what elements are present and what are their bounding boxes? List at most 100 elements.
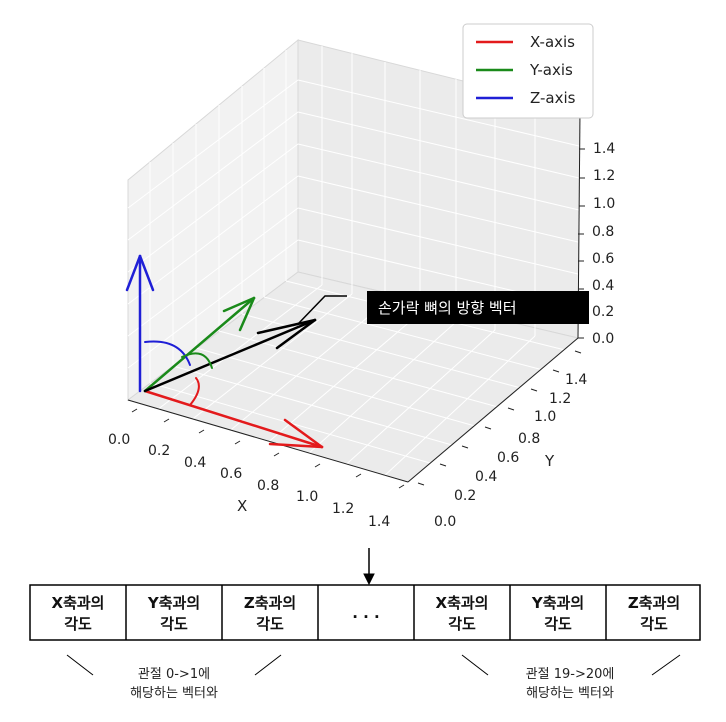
- callout: 손가락 뼈의 방향 벡터: [296, 291, 589, 326]
- y-tick-mark: [574, 350, 582, 354]
- grid-line: [381, 335, 536, 479]
- grid-line: [127, 79, 299, 209]
- x-tick-mark: [131, 408, 138, 413]
- x-axis-vector-head: [268, 442, 324, 449]
- y-axis-label: Y: [544, 452, 555, 470]
- grid-line: [127, 239, 299, 369]
- table-cell-line2: 각도: [256, 615, 284, 633]
- x-axis-line: [127, 399, 409, 483]
- y-axis-vector-head: [238, 296, 256, 332]
- grid-line: [127, 111, 299, 241]
- note-left-line1: 관절 0->1에: [138, 667, 210, 682]
- note-left-line2: 해당하는 벡터와: [130, 686, 218, 701]
- grid-lines: [127, 46, 580, 479]
- x-tick-mark: [273, 452, 280, 457]
- grid-line: [172, 365, 453, 446]
- bracket-line-left-b: [254, 654, 282, 676]
- angle-arc-x: [189, 377, 200, 406]
- grid-line: [339, 329, 496, 471]
- table-border: [29, 584, 701, 641]
- table-cell-line2: 각도: [640, 615, 668, 633]
- y-tick-mark: [484, 426, 492, 430]
- y-axis-line: [407, 337, 579, 483]
- y-tick-label: 0.6: [497, 450, 519, 466]
- z-tick-labels: 0.0 0.2 0.4 0.6 0.8 1.0 1.2 1.4: [592, 141, 615, 347]
- grid-line: [195, 347, 476, 427]
- x-tick-label: 0.4: [184, 455, 206, 471]
- grid-line: [297, 111, 580, 179]
- z-tick-label: 0.6: [592, 251, 614, 267]
- z-tick-label: 0.8: [592, 224, 614, 240]
- table-cell-line2: 각도: [544, 615, 572, 633]
- grid-line: [297, 143, 580, 211]
- bracket-line-right-a: [461, 654, 489, 676]
- legend: X-axis Y-axis Z-axis: [462, 23, 594, 119]
- x-tick-mark: [314, 463, 321, 468]
- x-tick-mark: [234, 440, 241, 445]
- bone-vector-head: [275, 318, 317, 350]
- y-tick-mark: [461, 445, 469, 449]
- grid-line: [297, 207, 579, 275]
- table-cell-line2: 각도: [160, 615, 188, 633]
- x-axis-vector-shaft: [143, 389, 324, 449]
- x-tick-label: 0.8: [257, 478, 279, 494]
- table-cell-line1: Y축과의: [531, 594, 584, 612]
- z-tick-label: 1.2: [593, 168, 615, 184]
- table-cell-line1: Z축과의: [244, 594, 296, 612]
- bracket-line-right-b: [651, 654, 681, 676]
- vectors: [125, 254, 324, 449]
- z-tick-label: 1.0: [593, 196, 615, 212]
- y-axis-vector-shaft: [143, 296, 256, 393]
- z-tick-label: 0.2: [592, 304, 614, 320]
- grid-line: [220, 302, 386, 439]
- y-tick-labels: 0.0 0.2 0.4 0.6 0.8 1.0 1.2 1.4 Y: [434, 372, 587, 530]
- z-tick-label: 1.4: [593, 141, 615, 157]
- grid-line: [263, 296, 544, 371]
- legend-label-y: Y-axis: [529, 61, 573, 79]
- grid-line: [127, 207, 299, 337]
- bone-direction-vector: [143, 318, 317, 393]
- table-cell-line1: X축과의: [52, 594, 105, 612]
- x-tick-mark: [398, 484, 405, 489]
- z-axis-vector: [125, 254, 155, 393]
- z-axis-vector-head: [138, 254, 155, 292]
- down-arrow-head: [363, 573, 375, 586]
- legend-label-x: X-axis: [530, 33, 575, 51]
- x-tick-label: 0.0: [108, 432, 130, 448]
- y-axis-vector-head: [222, 296, 256, 313]
- x-tick-label: 0.6: [220, 466, 242, 482]
- grid-line: [127, 175, 299, 305]
- callout-box: [367, 291, 589, 324]
- grid-line: [258, 312, 421, 451]
- table-cell-line1: Z축과의: [628, 594, 680, 612]
- down-arrow: [363, 548, 375, 586]
- z-tick-label: 0.4: [592, 278, 614, 294]
- grid-line: [184, 293, 353, 426]
- angle-arc-y: [181, 352, 213, 369]
- y-tick-label: 1.2: [549, 391, 571, 407]
- x-axis-vector: [143, 389, 324, 449]
- y-tick-label: 0.2: [454, 488, 476, 504]
- table-cell-line1: X축과의: [436, 594, 489, 612]
- table-cell-line2: 각도: [448, 615, 476, 633]
- y-tick-mark: [417, 482, 425, 486]
- x-tick-label: 1.2: [332, 501, 354, 517]
- y-tick-mark: [439, 463, 447, 467]
- bone-vector-head: [256, 318, 317, 335]
- bracket-line-left-a: [66, 654, 94, 676]
- table-cell-line2: 각도: [64, 615, 92, 633]
- x-axis-vector-head: [283, 418, 324, 449]
- y-tick-label: 0.8: [518, 431, 540, 447]
- note-right-line1: 관절 19->20에: [526, 667, 615, 682]
- grid-line: [218, 330, 499, 408]
- grid-line: [297, 175, 579, 243]
- x-tick-labels: 0.0 0.2 0.4 0.6 0.8 1.0 1.2 1.4 X: [108, 432, 390, 530]
- grid-line: [127, 143, 299, 273]
- table-cell-ellipsis: . . .: [352, 604, 380, 622]
- x-tick-label: 1.4: [368, 514, 390, 530]
- y-tick-label: 0.4: [475, 469, 497, 485]
- z-axis-vector-head: [125, 254, 142, 292]
- y-tick-mark: [507, 407, 515, 411]
- legend-label-z: Z-axis: [530, 89, 576, 107]
